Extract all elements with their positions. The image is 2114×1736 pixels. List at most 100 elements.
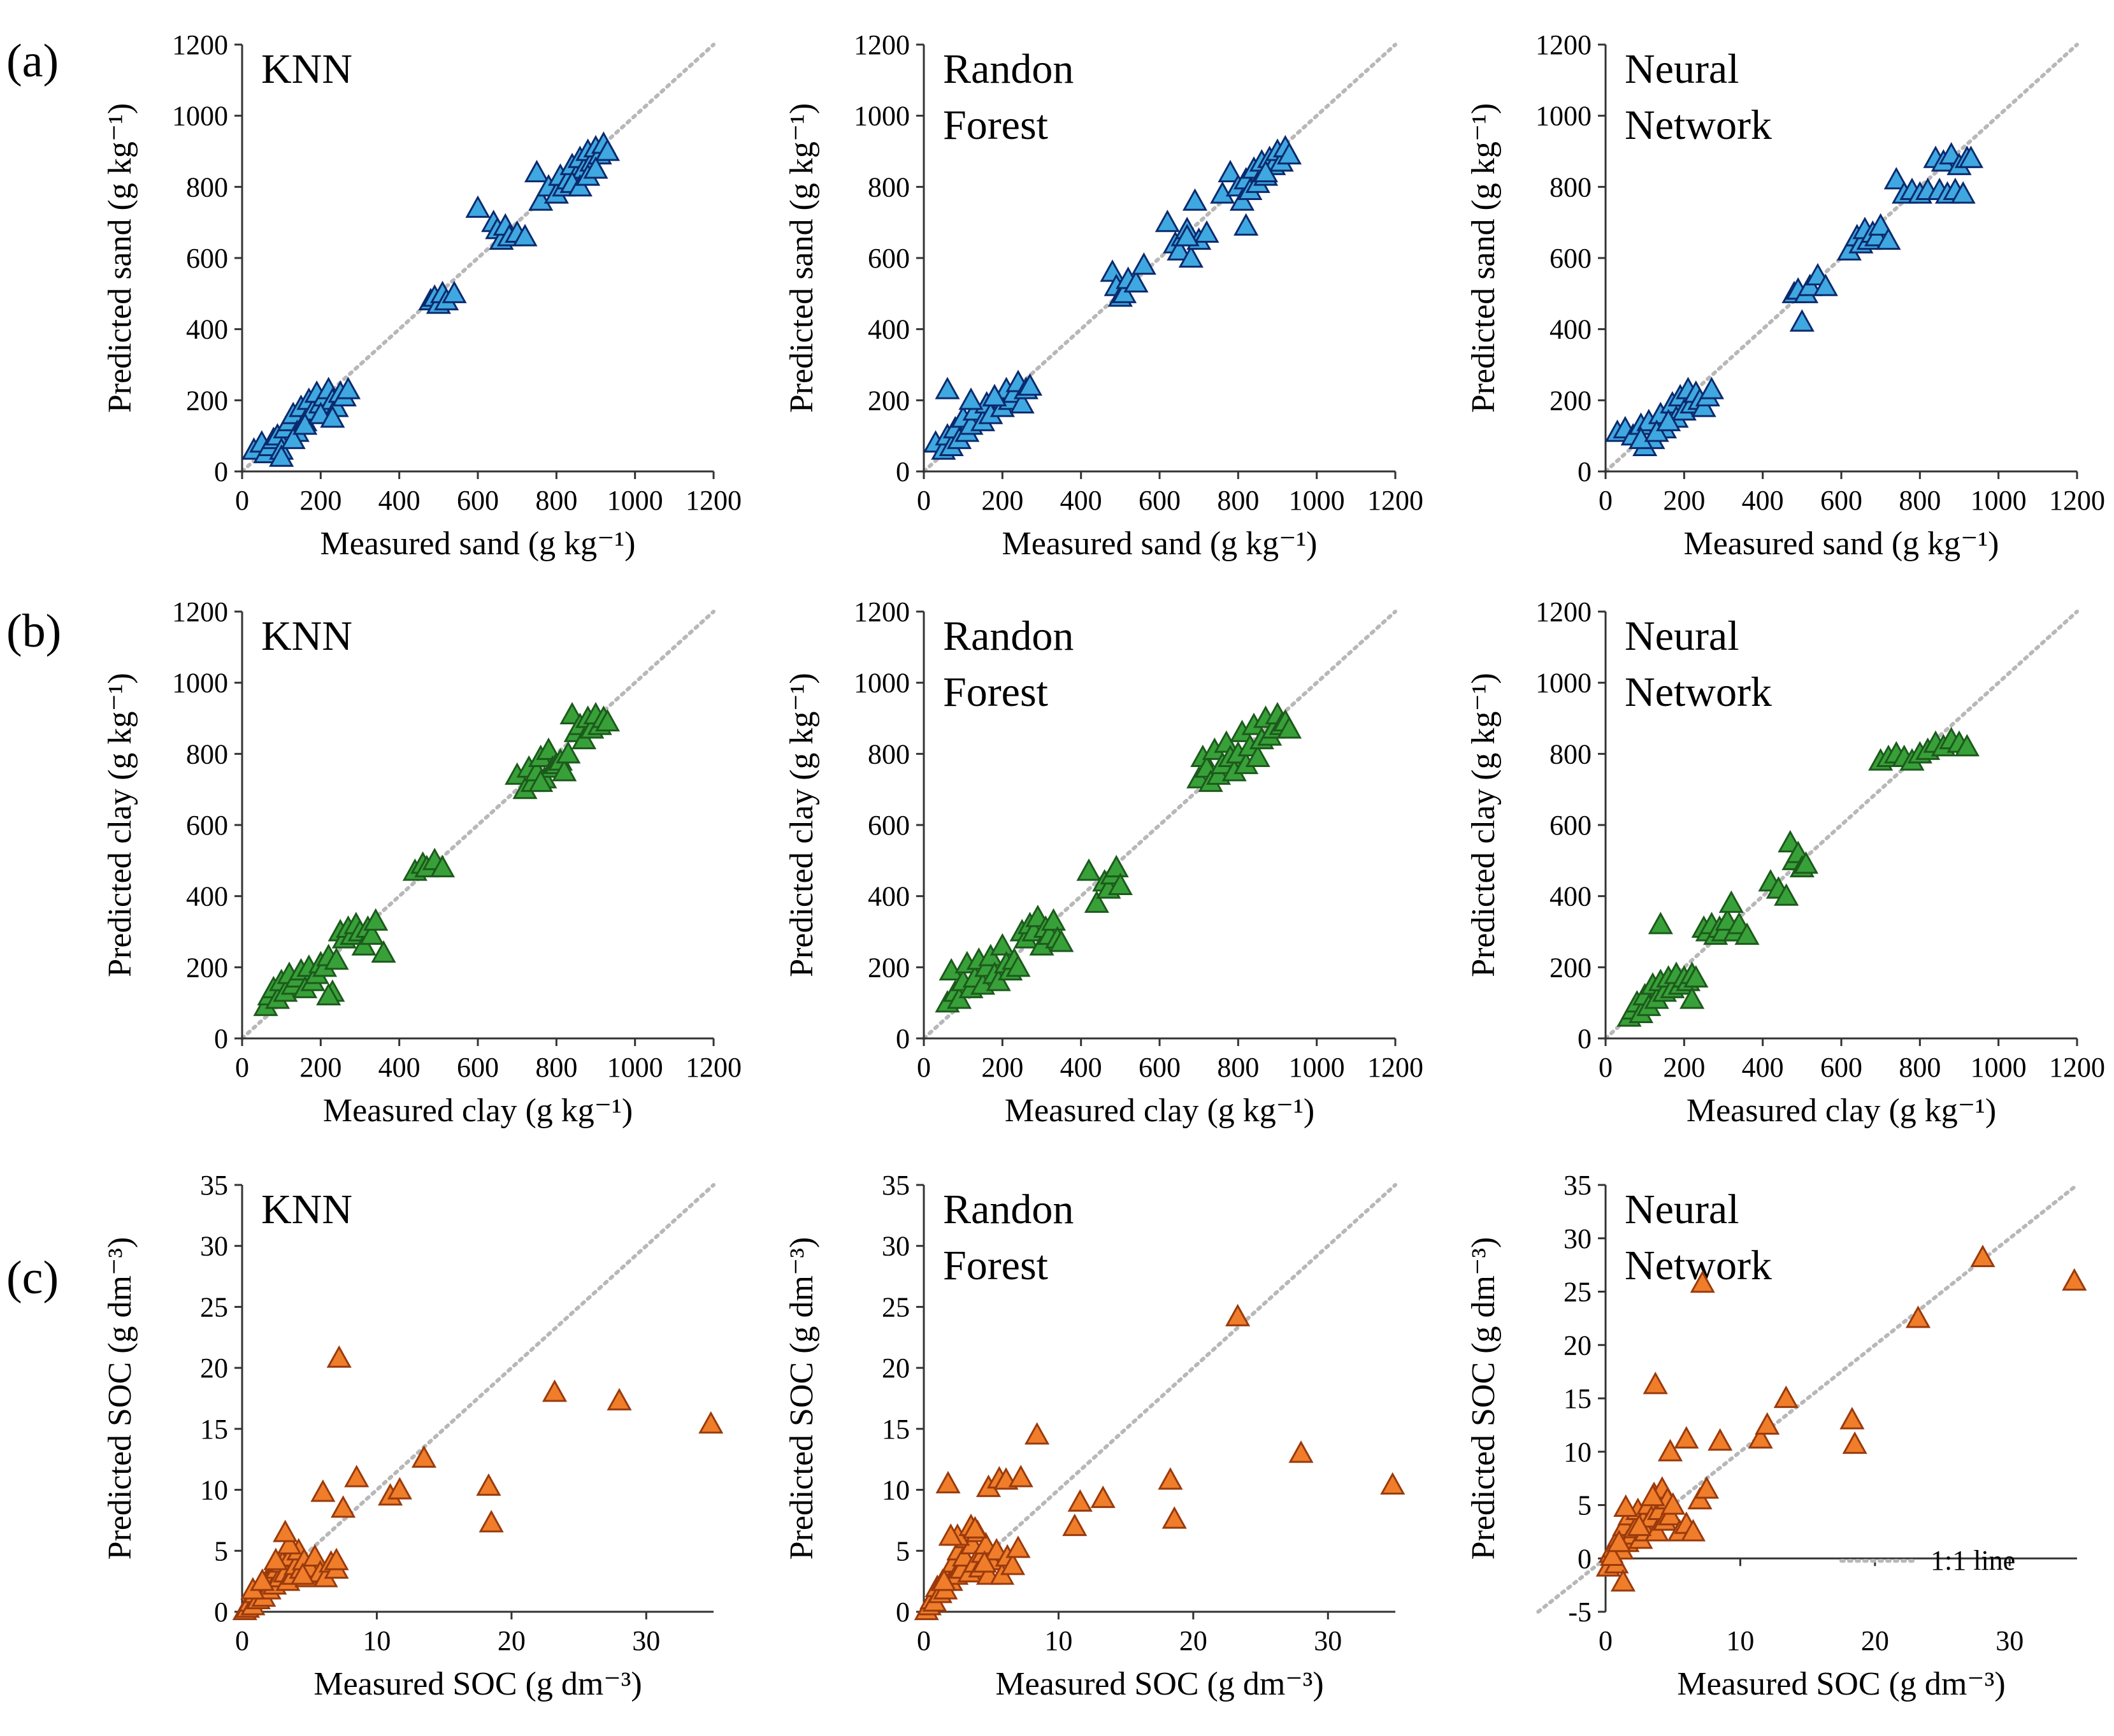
data-point — [1380, 1472, 1406, 1495]
x-tick-label: 200 — [1663, 1052, 1705, 1083]
x-tick-label: 1000 — [607, 485, 663, 516]
x-tick-label: 400 — [1060, 1052, 1102, 1083]
data-point — [290, 1562, 315, 1585]
data-point — [1288, 1440, 1314, 1463]
x-tick-label: 0 — [917, 485, 931, 516]
data-point — [552, 759, 577, 782]
x-tick-label: 0 — [1599, 1052, 1613, 1083]
panel-title: Network — [1625, 669, 1772, 715]
data-point — [324, 1547, 349, 1570]
y-axis-title: Predicted SOC (g dm⁻³) — [102, 1237, 138, 1560]
y-tick-label: 0 — [214, 1023, 228, 1054]
x-tick-label: 1200 — [2049, 1052, 2105, 1083]
data-point — [1600, 1543, 1625, 1566]
row-label-c: (c) — [6, 1252, 59, 1304]
y-tick-label: 5 — [896, 1535, 910, 1567]
x-tick-label: 0 — [235, 485, 249, 516]
data-point — [1734, 922, 1760, 945]
data-point — [1245, 744, 1270, 768]
one-to-one-line — [922, 1183, 1397, 1614]
y-tick-label: 35 — [200, 1170, 228, 1201]
y-tick-label: 400 — [186, 881, 228, 912]
y-tick-label: 1200 — [854, 29, 910, 61]
x-tick-label: 800 — [1899, 485, 1941, 516]
data-point — [1690, 1270, 1715, 1293]
x-tick-label: 600 — [1139, 1052, 1181, 1083]
y-tick-label: 600 — [1550, 810, 1592, 841]
data-point — [269, 444, 294, 467]
data-point — [1970, 1244, 1995, 1267]
y-tick-label: 30 — [1564, 1223, 1592, 1254]
x-tick-label: 20 — [1179, 1625, 1207, 1656]
data-point — [429, 854, 456, 878]
y-tick-label: 1000 — [854, 668, 910, 699]
x-tick-label: 800 — [1217, 485, 1259, 516]
x-tick-label: 1200 — [1367, 1052, 1423, 1083]
y-axis-title: Predicted clay (g kg⁻¹) — [1465, 673, 1502, 977]
x-tick-label: 1000 — [1289, 1052, 1345, 1083]
data-point — [1755, 1412, 1780, 1435]
data-point — [1182, 188, 1208, 211]
y-tick-label: 1000 — [854, 101, 910, 132]
panel-0-1: 0 200 400 600 800 1000 1200 0 200 400 600 800 1000 12… — [784, 29, 1423, 562]
data-point — [1610, 1569, 1636, 1592]
x-axis-title: Measured SOC (g dm⁻³) — [995, 1666, 1323, 1702]
y-tick-label: 1200 — [172, 29, 228, 61]
x-tick-label: 10 — [1726, 1625, 1754, 1656]
data-point — [1950, 181, 1976, 204]
y-tick-label: 400 — [1550, 314, 1592, 345]
data-point — [344, 1465, 370, 1488]
panel-title: Forest — [943, 1242, 1048, 1289]
y-tick-label: -5 — [1568, 1596, 1592, 1628]
data-point — [972, 1550, 997, 1573]
data-point — [935, 1470, 961, 1494]
y-tick-label: 600 — [186, 243, 228, 274]
y-tick-label: 10 — [1564, 1437, 1592, 1468]
data-point — [1276, 141, 1302, 165]
y-tick-label: 200 — [868, 952, 910, 983]
data-point — [594, 138, 621, 161]
y-tick-label: 15 — [882, 1414, 910, 1445]
data-point — [583, 156, 608, 179]
data-point — [1680, 1519, 1706, 1542]
data-point — [1699, 377, 1725, 399]
x-tick-label: 0 — [917, 1052, 931, 1083]
y-tick-label: 25 — [200, 1291, 228, 1323]
y-tick-label: 20 — [200, 1352, 228, 1384]
panel-1-2: 0 200 400 600 800 1000 1200 0 200 400 600 800 1000 12… — [1465, 596, 2105, 1129]
y-tick-label: 30 — [200, 1231, 228, 1262]
panels: 0 200 400 600 800 1000 12000200400600800100012… — [102, 29, 2105, 1702]
x-tick-label: 800 — [1899, 1052, 1941, 1083]
data-point — [359, 922, 385, 945]
data-point — [1813, 273, 1838, 296]
panel-title: KNN — [261, 46, 352, 92]
y-tick-label: 5 — [1578, 1490, 1592, 1521]
data-point — [250, 1568, 275, 1591]
x-axis-title: Measured clay (g kg⁻¹) — [1686, 1093, 1996, 1129]
data-point — [1660, 1492, 1686, 1515]
x-axis-title: Measured sand (g kg⁻¹) — [1002, 526, 1317, 562]
row-label-b: (b) — [6, 605, 61, 657]
data-point — [1174, 224, 1200, 247]
y-tick-label: 600 — [186, 810, 228, 841]
y-tick-label: 800 — [1550, 171, 1592, 203]
y-tick-label: 10 — [882, 1475, 910, 1506]
x-tick-label: 800 — [535, 1052, 577, 1083]
panel-title: Neural — [1625, 613, 1739, 659]
data-point — [476, 1473, 501, 1496]
data-point — [1084, 890, 1109, 913]
x-tick-label: 400 — [378, 485, 421, 516]
data-point — [1613, 1494, 1639, 1517]
y-tick-label: 400 — [868, 881, 910, 912]
data-point — [935, 377, 960, 399]
data-point — [1049, 929, 1074, 952]
x-tick-label: 200 — [981, 1052, 1023, 1083]
y-tick-label: 200 — [868, 385, 910, 416]
y-tick-label: 5 — [214, 1535, 228, 1567]
data-point — [363, 908, 389, 931]
panel-1-1: 0 200 400 600 800 1000 1200 0 200 400 600 800 1000 12… — [784, 596, 1423, 1129]
panel-title: Forest — [943, 102, 1048, 148]
data-point — [411, 1445, 436, 1468]
y-tick-label: 800 — [186, 738, 228, 770]
data-point — [1905, 1305, 1931, 1328]
